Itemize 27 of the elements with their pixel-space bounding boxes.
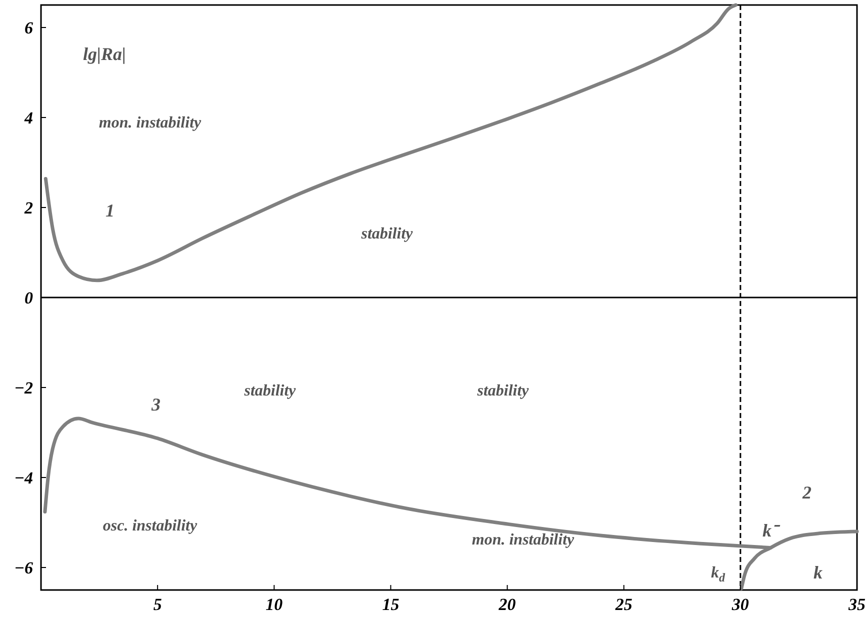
annotation: mon. instability [472, 532, 576, 549]
y-tick-label: −6 [14, 558, 34, 578]
x-tick-label: 30 [730, 595, 750, 614]
annotation: stability [243, 382, 297, 400]
y-tick-label: 4 [24, 108, 33, 128]
y-tick-label: 0 [24, 288, 34, 308]
annotation: k [814, 562, 822, 582]
x-tick-label: 15 [382, 595, 400, 614]
y-tick-label: 2 [24, 198, 34, 218]
annotation: k$_{d}$ [711, 564, 726, 584]
y-tick-label: 6 [24, 18, 34, 38]
annotation: osc. instability [102, 518, 198, 535]
y-axis-title: lg|Ra| [83, 44, 126, 64]
x-tick-label: 20 [498, 595, 516, 614]
annotation: stability [360, 226, 414, 243]
y-tick-label: −4 [14, 468, 33, 488]
annotation: 2 [802, 482, 812, 502]
annotation: 3 [150, 394, 160, 414]
x-tick-label: 35 [848, 595, 866, 614]
x-tick-label: 5 [153, 595, 162, 614]
x-tick-label: 10 [266, 595, 284, 614]
annotation: stability [476, 382, 530, 400]
annotation: 1 [106, 200, 114, 220]
x-tick-label: 25 [614, 595, 633, 614]
annotation: k⁻ [762, 520, 780, 540]
y-tick-label: −2 [14, 378, 34, 398]
annotation: mon. instability [98, 114, 202, 132]
